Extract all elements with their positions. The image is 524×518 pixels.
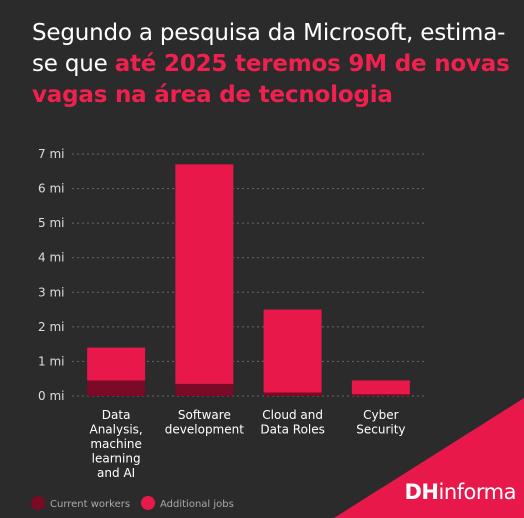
headline-text: Segundo a pesquisa da Microsoft, estima-…	[32, 20, 506, 77]
x-tick-label: development	[165, 423, 244, 437]
y-tick-label: 7 mi	[38, 147, 64, 161]
x-tick-label: learning	[92, 452, 141, 466]
headline-highlight: até 2025 teremos 9M de novas vagas na ár…	[32, 51, 510, 108]
x-tick-label: and AI	[97, 466, 135, 480]
bar-additional-jobs	[263, 309, 322, 393]
legend-label: Additional jobs	[160, 499, 234, 510]
corner-accent	[334, 398, 524, 518]
bar-current-workers	[351, 394, 410, 396]
y-tick-label: 6 mi	[38, 182, 64, 196]
legend-swatch	[141, 496, 155, 510]
y-tick-label: 3 mi	[38, 285, 64, 299]
y-tick-label: 2 mi	[38, 320, 64, 334]
brand-logo: DHinforma	[405, 480, 517, 504]
legend-label: Current workers	[50, 499, 130, 510]
bar-current-workers	[175, 383, 234, 396]
bar-current-workers	[263, 392, 322, 396]
headline: Segundo a pesquisa da Microsoft, estima-…	[32, 18, 512, 111]
y-tick-label: 0 mi	[38, 389, 64, 403]
brand-mark: DH	[404, 480, 440, 504]
y-tick-label: 4 mi	[38, 251, 64, 265]
bar-current-workers	[87, 380, 146, 396]
legend-swatch	[31, 496, 45, 510]
bar-additional-jobs	[175, 164, 234, 384]
y-tick-label: 5 mi	[38, 216, 64, 230]
brand-name: informa	[438, 480, 517, 504]
x-tick-label: Data	[102, 408, 131, 422]
bar-additional-jobs	[351, 380, 410, 395]
x-tick-label: Analysis,	[89, 423, 142, 437]
y-tick-label: 1 mi	[38, 354, 64, 368]
x-tick-label: Data Roles	[260, 423, 325, 437]
x-tick-label: Cloud and	[262, 408, 323, 422]
x-tick-label: machine	[90, 437, 142, 451]
bar-additional-jobs	[87, 347, 146, 381]
x-tick-label: Software	[178, 408, 231, 422]
